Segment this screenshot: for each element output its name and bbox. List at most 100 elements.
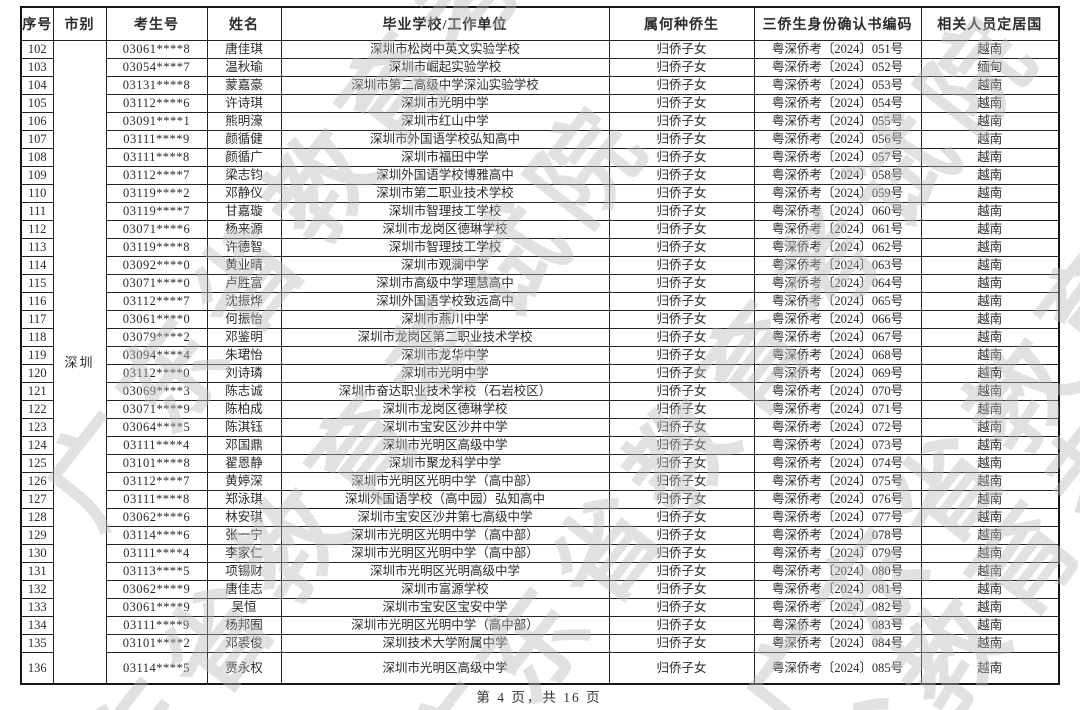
table-row: 103 03054****7 温秋瑜 深圳市崛起实验学校 归侨子女 粤深侨考〔2024〕0… [20, 58, 1060, 77]
cell-cert-code: 粤深侨考〔2024〕065号 [753, 292, 922, 311]
cell-name: 许德智 [206, 238, 282, 257]
cell-name: 邓静仪 [206, 184, 282, 203]
cell-serial: 111 [20, 202, 54, 221]
cell-school: 深圳市光明中学 [280, 94, 610, 113]
cell-name: 林安琪 [206, 508, 282, 527]
cell-serial: 134 [20, 616, 54, 635]
table-row: 107 03111****9 颜循健 深圳市外国语学校弘知高中 归侨子女 粤深侨考〔202… [20, 130, 1060, 149]
cell-school: 深圳市智理技工学校 [280, 238, 610, 257]
cell-name: 邓裘俊 [206, 634, 282, 653]
cell-serial: 114 [20, 256, 54, 275]
cell-overseas-type: 归侨子女 [608, 490, 755, 509]
cell-name: 黄业晴 [206, 256, 282, 275]
cell-serial: 120 [20, 364, 54, 383]
cell-overseas-type: 归侨子女 [608, 130, 755, 149]
table-row: 131 03113****5 项锡财 深圳市光明区光明高级中学 归侨子女 粤深侨考〔202… [20, 562, 1060, 581]
cell-exam-number: 03091****1 [105, 112, 208, 131]
header-cert-code: 三侨生身份确认书编码 [753, 6, 922, 41]
cell-exam-number: 03111****9 [105, 616, 208, 635]
cell-overseas-type: 归侨子女 [608, 184, 755, 203]
cell-country: 越南 [920, 184, 1060, 203]
cell-overseas-type: 归侨子女 [608, 598, 755, 617]
cell-serial: 112 [20, 220, 54, 239]
cell-name: 杨来源 [206, 220, 282, 239]
cell-exam-number: 03101****2 [105, 634, 208, 653]
table-row: 134 03111****9 杨邦囿 深圳市光明区光明中学（高中部） 归侨子女 粤深侨考〔… [20, 616, 1060, 635]
cell-cert-code: 粤深侨考〔2024〕080号 [753, 562, 922, 581]
table-row: 130 03111****4 李家仁 深圳市光明区光明中学（高中部） 归侨子女 粤深侨考〔… [20, 544, 1060, 563]
table-row: 110 03119****2 邓静仪 深圳市第二职业技术学校 归侨子女 粤深侨考〔2024… [20, 184, 1060, 203]
table-row: 108 03111****8 颜循广 深圳市福田中学 归侨子女 粤深侨考〔2024〕057… [20, 148, 1060, 167]
cell-cert-code: 粤深侨考〔2024〕075号 [753, 472, 922, 491]
table-row: 128 03062****6 林安琪 深圳市宝安区沙井第七高级中学 归侨子女 粤深侨考〔2… [20, 508, 1060, 527]
cell-school: 深圳市智理技工学校 [280, 202, 610, 221]
cell-school: 深圳外国语学校致远高中 [280, 292, 610, 311]
cell-country: 越南 [920, 616, 1060, 635]
cell-overseas-type: 归侨子女 [608, 544, 755, 563]
cell-name: 何振怡 [206, 310, 282, 329]
cell-exam-number: 03119****8 [105, 238, 208, 257]
cell-name: 蒙嘉豪 [206, 76, 282, 95]
cell-country: 越南 [920, 544, 1060, 563]
cell-country: 越南 [920, 634, 1060, 653]
cell-cert-code: 粤深侨考〔2024〕070号 [753, 382, 922, 401]
table-row: 136 03114****5 贾永权 深圳市光明区高级中学 归侨子女 粤深侨考〔2024〕… [20, 652, 1060, 685]
cell-overseas-type: 归侨子女 [608, 508, 755, 527]
cell-overseas-type: 归侨子女 [608, 418, 755, 437]
cell-exam-number: 03131****8 [105, 76, 208, 95]
cell-exam-number: 03062****6 [105, 508, 208, 527]
cell-school: 深圳市龙岗区德琳学校 [280, 400, 610, 419]
cell-cert-code: 粤深侨考〔2024〕054号 [753, 94, 922, 113]
cell-exam-number: 03111****4 [105, 544, 208, 563]
cell-country: 越南 [920, 130, 1060, 149]
cell-school: 深圳市龙岗区德琳学校 [280, 220, 610, 239]
table-row: 127 03111****8 郑泳琪 深圳外国语学校（高中园）弘知高中 归侨子女 粤深侨考… [20, 490, 1060, 509]
table-row: 122 03071****9 陈柏成 深圳市龙岗区德琳学校 归侨子女 粤深侨考〔2024〕… [20, 400, 1060, 419]
cell-overseas-type: 归侨子女 [608, 310, 755, 329]
cell-exam-number: 03111****8 [105, 490, 208, 509]
header-city: 市别 [52, 6, 107, 41]
cell-exam-number: 03071****9 [105, 400, 208, 419]
header-overseas-type: 属何种侨生 [608, 6, 755, 41]
cell-school: 深圳市奋达职业技术学校（石岩校区） [280, 382, 610, 401]
cell-country: 越南 [920, 76, 1060, 95]
cell-exam-number: 03114****5 [105, 652, 208, 685]
cell-country: 越南 [920, 472, 1060, 491]
cell-name: 熊明濠 [206, 112, 282, 131]
cell-country: 越南 [920, 418, 1060, 437]
cell-cert-code: 粤深侨考〔2024〕053号 [753, 76, 922, 95]
cell-overseas-type: 归侨子女 [608, 256, 755, 275]
cell-exam-number: 03111****4 [105, 436, 208, 455]
cell-serial: 103 [20, 58, 54, 77]
cell-overseas-type: 归侨子女 [608, 238, 755, 257]
cell-country: 越南 [920, 328, 1060, 347]
cell-exam-number: 03112****0 [105, 364, 208, 383]
cell-serial: 116 [20, 292, 54, 311]
cell-exam-number: 03112****6 [105, 94, 208, 113]
cell-cert-code: 粤深侨考〔2024〕074号 [753, 454, 922, 473]
cell-exam-number: 03112****7 [105, 166, 208, 185]
header-serial: 序号 [20, 6, 54, 41]
cell-name: 甘嘉璇 [206, 202, 282, 221]
cell-name: 邓鉴明 [206, 328, 282, 347]
cell-serial: 130 [20, 544, 54, 563]
cell-cert-code: 粤深侨考〔2024〕076号 [753, 490, 922, 509]
table-row: 123 03064****5 陈淇钰 深圳市宝安区沙井中学 归侨子女 粤深侨考〔2024〕… [20, 418, 1060, 437]
cell-overseas-type: 归侨子女 [608, 328, 755, 347]
cell-serial: 132 [20, 580, 54, 599]
cell-cert-code: 粤深侨考〔2024〕083号 [753, 616, 922, 635]
cell-school: 深圳市光明区高级中学 [280, 652, 610, 685]
cell-exam-number: 03061****8 [105, 40, 208, 59]
cell-overseas-type: 归侨子女 [608, 40, 755, 59]
cell-name: 温秋瑜 [206, 58, 282, 77]
cell-name: 唐佳琪 [206, 40, 282, 59]
cell-cert-code: 粤深侨考〔2024〕061号 [753, 220, 922, 239]
cell-name: 邓国鼎 [206, 436, 282, 455]
cell-cert-code: 粤深侨考〔2024〕058号 [753, 166, 922, 185]
cell-overseas-type: 归侨子女 [608, 526, 755, 545]
cell-serial: 119 [20, 346, 54, 365]
cell-country: 越南 [920, 652, 1060, 685]
cell-exam-number: 03112****7 [105, 292, 208, 311]
cell-name: 张一宁 [206, 526, 282, 545]
table-row: 135 03101****2 邓裘俊 深圳技术大学附属中学 归侨子女 粤深侨考〔2024〕… [20, 634, 1060, 653]
